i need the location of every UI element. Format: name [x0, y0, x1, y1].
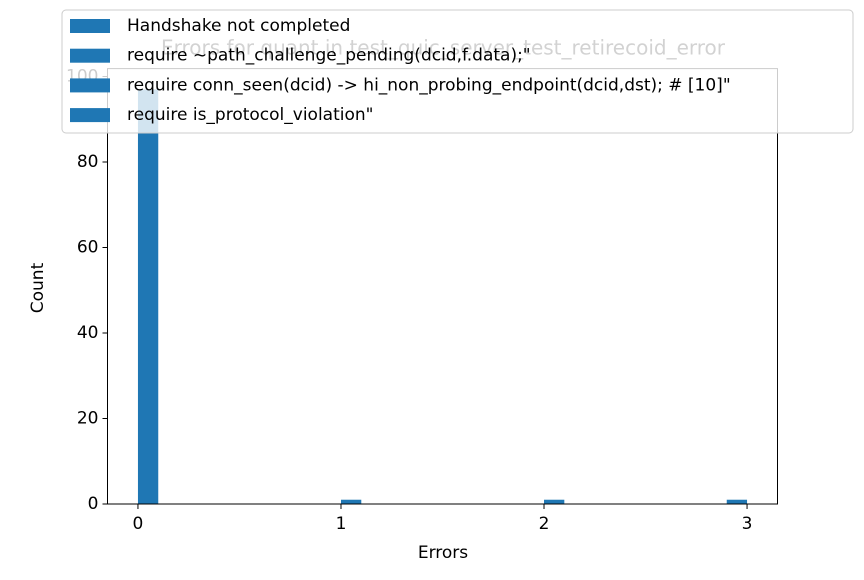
y-axis-label: Count	[28, 262, 48, 313]
plot-frame	[107, 68, 778, 505]
bar	[726, 499, 748, 504]
y-tick-label: 40	[77, 323, 99, 343]
bar	[137, 89, 159, 504]
legend-swatch	[70, 108, 110, 123]
y-tick-label: 0	[88, 494, 99, 514]
legend-swatch	[70, 78, 110, 93]
legend-swatch	[70, 48, 110, 63]
legend-box	[61, 9, 854, 134]
legend-label: require ~path_challenge_pending(dcid,f.d…	[127, 46, 531, 66]
legend-label: Handshake not completed	[127, 16, 350, 36]
legend-swatch	[70, 19, 110, 33]
legend-label: require is_protocol_violation"	[127, 105, 373, 125]
bar	[544, 499, 565, 504]
y-tick-label: 80	[77, 152, 99, 172]
x-tick-label: 0	[133, 514, 144, 534]
x-tick-label: 3	[742, 514, 753, 534]
x-tick-label: 2	[539, 514, 550, 534]
x-axis-label: Errors	[418, 543, 468, 563]
x-tick-label: 1	[336, 514, 347, 534]
legend-label: require conn_seen(dcid) -> hi_non_probin…	[127, 75, 731, 95]
y-tick-label: 20	[77, 409, 99, 429]
bar	[340, 499, 362, 504]
y-tick-label: 60	[77, 238, 99, 258]
